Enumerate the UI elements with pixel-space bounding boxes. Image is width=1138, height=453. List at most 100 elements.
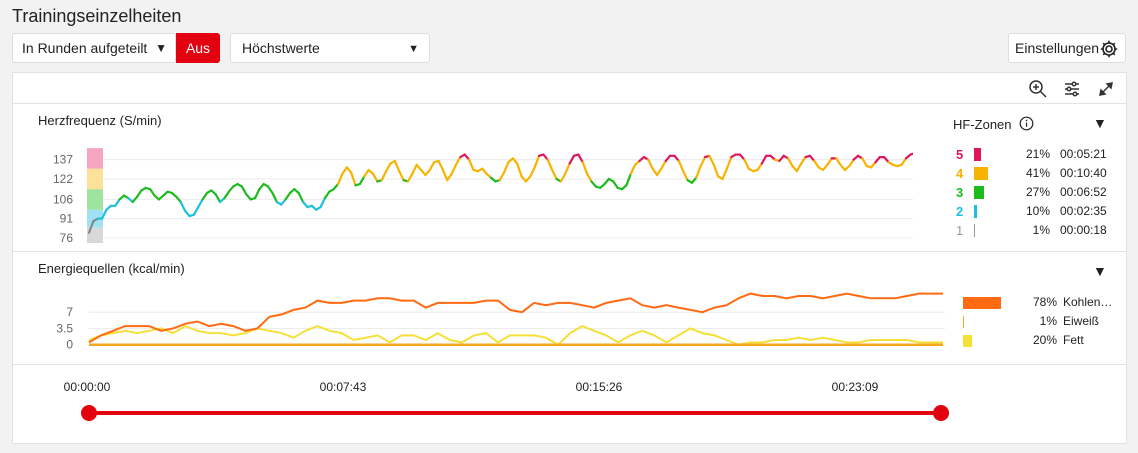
hr-line-segment (516, 162, 523, 178)
hr-line-segment (271, 191, 278, 204)
hr-zones-toggle-icon[interactable]: ▼ (1093, 115, 1107, 131)
hr-line-segment (861, 157, 868, 168)
hr-zone-band (87, 189, 103, 210)
hr-line-segment (673, 154, 680, 163)
hr-line-segment (542, 153, 549, 161)
hr-line-segment (371, 172, 379, 183)
hr-line-segment (795, 162, 803, 173)
hr-line-segment (223, 190, 230, 200)
hr-line-segment (297, 191, 305, 204)
hr-line-segment (450, 163, 458, 175)
energy-series-line-0 (88, 292, 943, 344)
hr-zone-number: 4 (956, 166, 964, 181)
hr-line-segment (690, 176, 698, 184)
hr-zone-bar (974, 148, 981, 161)
hr-y-tick: 76 (60, 231, 74, 245)
hr-line-segment (245, 193, 252, 201)
hr-line-segment (629, 163, 637, 175)
toolbar: In Runden aufgeteilt ▼ Aus Höchstwerte ▼… (12, 33, 1126, 63)
hr-line-segment (900, 157, 908, 166)
energy-source-name: Eiweiß (1063, 314, 1100, 328)
zoom-in-icon[interactable] (1028, 79, 1048, 99)
hr-line-segment (227, 185, 235, 193)
hr-line-segment (524, 175, 532, 183)
split-off-toggle[interactable]: Aus (176, 33, 220, 63)
hr-line-segment (341, 166, 348, 175)
hr-line-segment (835, 157, 842, 166)
hr-zone-band (87, 227, 103, 243)
hr-line-segment (577, 153, 584, 164)
hr-line-segment (463, 153, 471, 161)
energy-toggle-icon[interactable]: ▼ (1093, 263, 1107, 279)
expand-icon[interactable] (1096, 79, 1116, 99)
hr-line-segment (625, 172, 632, 187)
hr-line-segment (511, 157, 519, 165)
energy-source-row: 1% Eiweiß (963, 314, 1123, 330)
hr-line-segment (197, 198, 204, 209)
energy-source-percent: 78% (1032, 295, 1057, 309)
hr-line-segment (725, 156, 733, 170)
hr-line-segment (564, 162, 571, 175)
hr-line-segment (415, 163, 423, 172)
hr-line-segment (385, 162, 392, 173)
energy-source-name: Kohlen… (1063, 295, 1113, 309)
hr-line-segment (808, 154, 816, 163)
hr-line-segment (101, 208, 108, 220)
divider (13, 103, 1126, 104)
sliders-icon[interactable] (1062, 79, 1082, 99)
timeline-start-handle[interactable] (81, 405, 97, 421)
hr-zone-bar (974, 167, 988, 180)
timeline-slider[interactable] (13, 393, 1128, 433)
hr-line-segment (848, 158, 855, 168)
timeline-label: 00:00:00 (63, 380, 111, 394)
split-laps-select[interactable]: In Runden aufgeteilt ▼ (12, 33, 176, 63)
hr-line-segment (655, 167, 663, 177)
hr-y-tick: 91 (60, 212, 74, 226)
energy-series-line-2 (88, 324, 943, 346)
hr-line-segment (581, 161, 589, 175)
hr-zone-number: 1 (956, 223, 964, 238)
hr-zones-title: HF-Zonen (953, 116, 1034, 132)
hr-line-segment (590, 180, 597, 188)
hr-zone-time: 00:02:35 (1060, 204, 1107, 218)
hr-line-segment (760, 154, 768, 165)
hr-line-segment (498, 171, 506, 182)
hr-line-segment (454, 156, 462, 166)
hr-line-segment (502, 161, 510, 174)
info-icon[interactable] (1019, 116, 1034, 131)
gear-icon (1100, 40, 1118, 58)
hr-zone-percent: 10% (1025, 204, 1050, 218)
hr-zone-bar (974, 224, 975, 237)
hr-line-segment (821, 163, 829, 172)
hr-line-segment (114, 198, 121, 207)
max-values-label: Höchstwerte (242, 40, 320, 56)
hr-line-segment (258, 182, 265, 191)
hr-line-segment (909, 152, 913, 156)
page-title: Trainingseinzelheiten (12, 6, 182, 26)
settings-label: Einstellungen (1015, 40, 1100, 56)
hr-line-segment (419, 168, 427, 177)
hr-line-segment (699, 156, 707, 168)
hr-zone-band (87, 209, 103, 228)
hr-line-segment (332, 182, 340, 191)
hr-zone-bar (974, 205, 977, 218)
settings-button[interactable]: Einstellungen (1008, 33, 1126, 63)
energy-source-percent: 20% (1032, 333, 1057, 347)
max-values-select[interactable]: Höchstwerte ▼ (230, 33, 430, 63)
hr-zone-number: 5 (956, 147, 964, 162)
energy-y-tick: 0 (66, 338, 73, 352)
hr-zone-row: 5 21% 00:05:21 (956, 147, 1116, 163)
hr-line-segment (214, 193, 222, 204)
hr-zone-time: 00:06:52 (1060, 185, 1107, 199)
timeline-end-handle[interactable] (933, 405, 949, 421)
hr-line-segment (585, 172, 593, 183)
hr-line-segment (175, 195, 182, 204)
hr-zone-percent: 41% (1025, 166, 1050, 180)
hr-line-segment (437, 159, 445, 172)
hr-zone-percent: 1% (1032, 223, 1050, 237)
hr-line-segment (647, 158, 654, 170)
hr-line-segment (551, 168, 558, 180)
hr-line-segment (319, 197, 327, 209)
hr-line-segment (179, 200, 187, 213)
hr-line-segment (240, 185, 248, 196)
